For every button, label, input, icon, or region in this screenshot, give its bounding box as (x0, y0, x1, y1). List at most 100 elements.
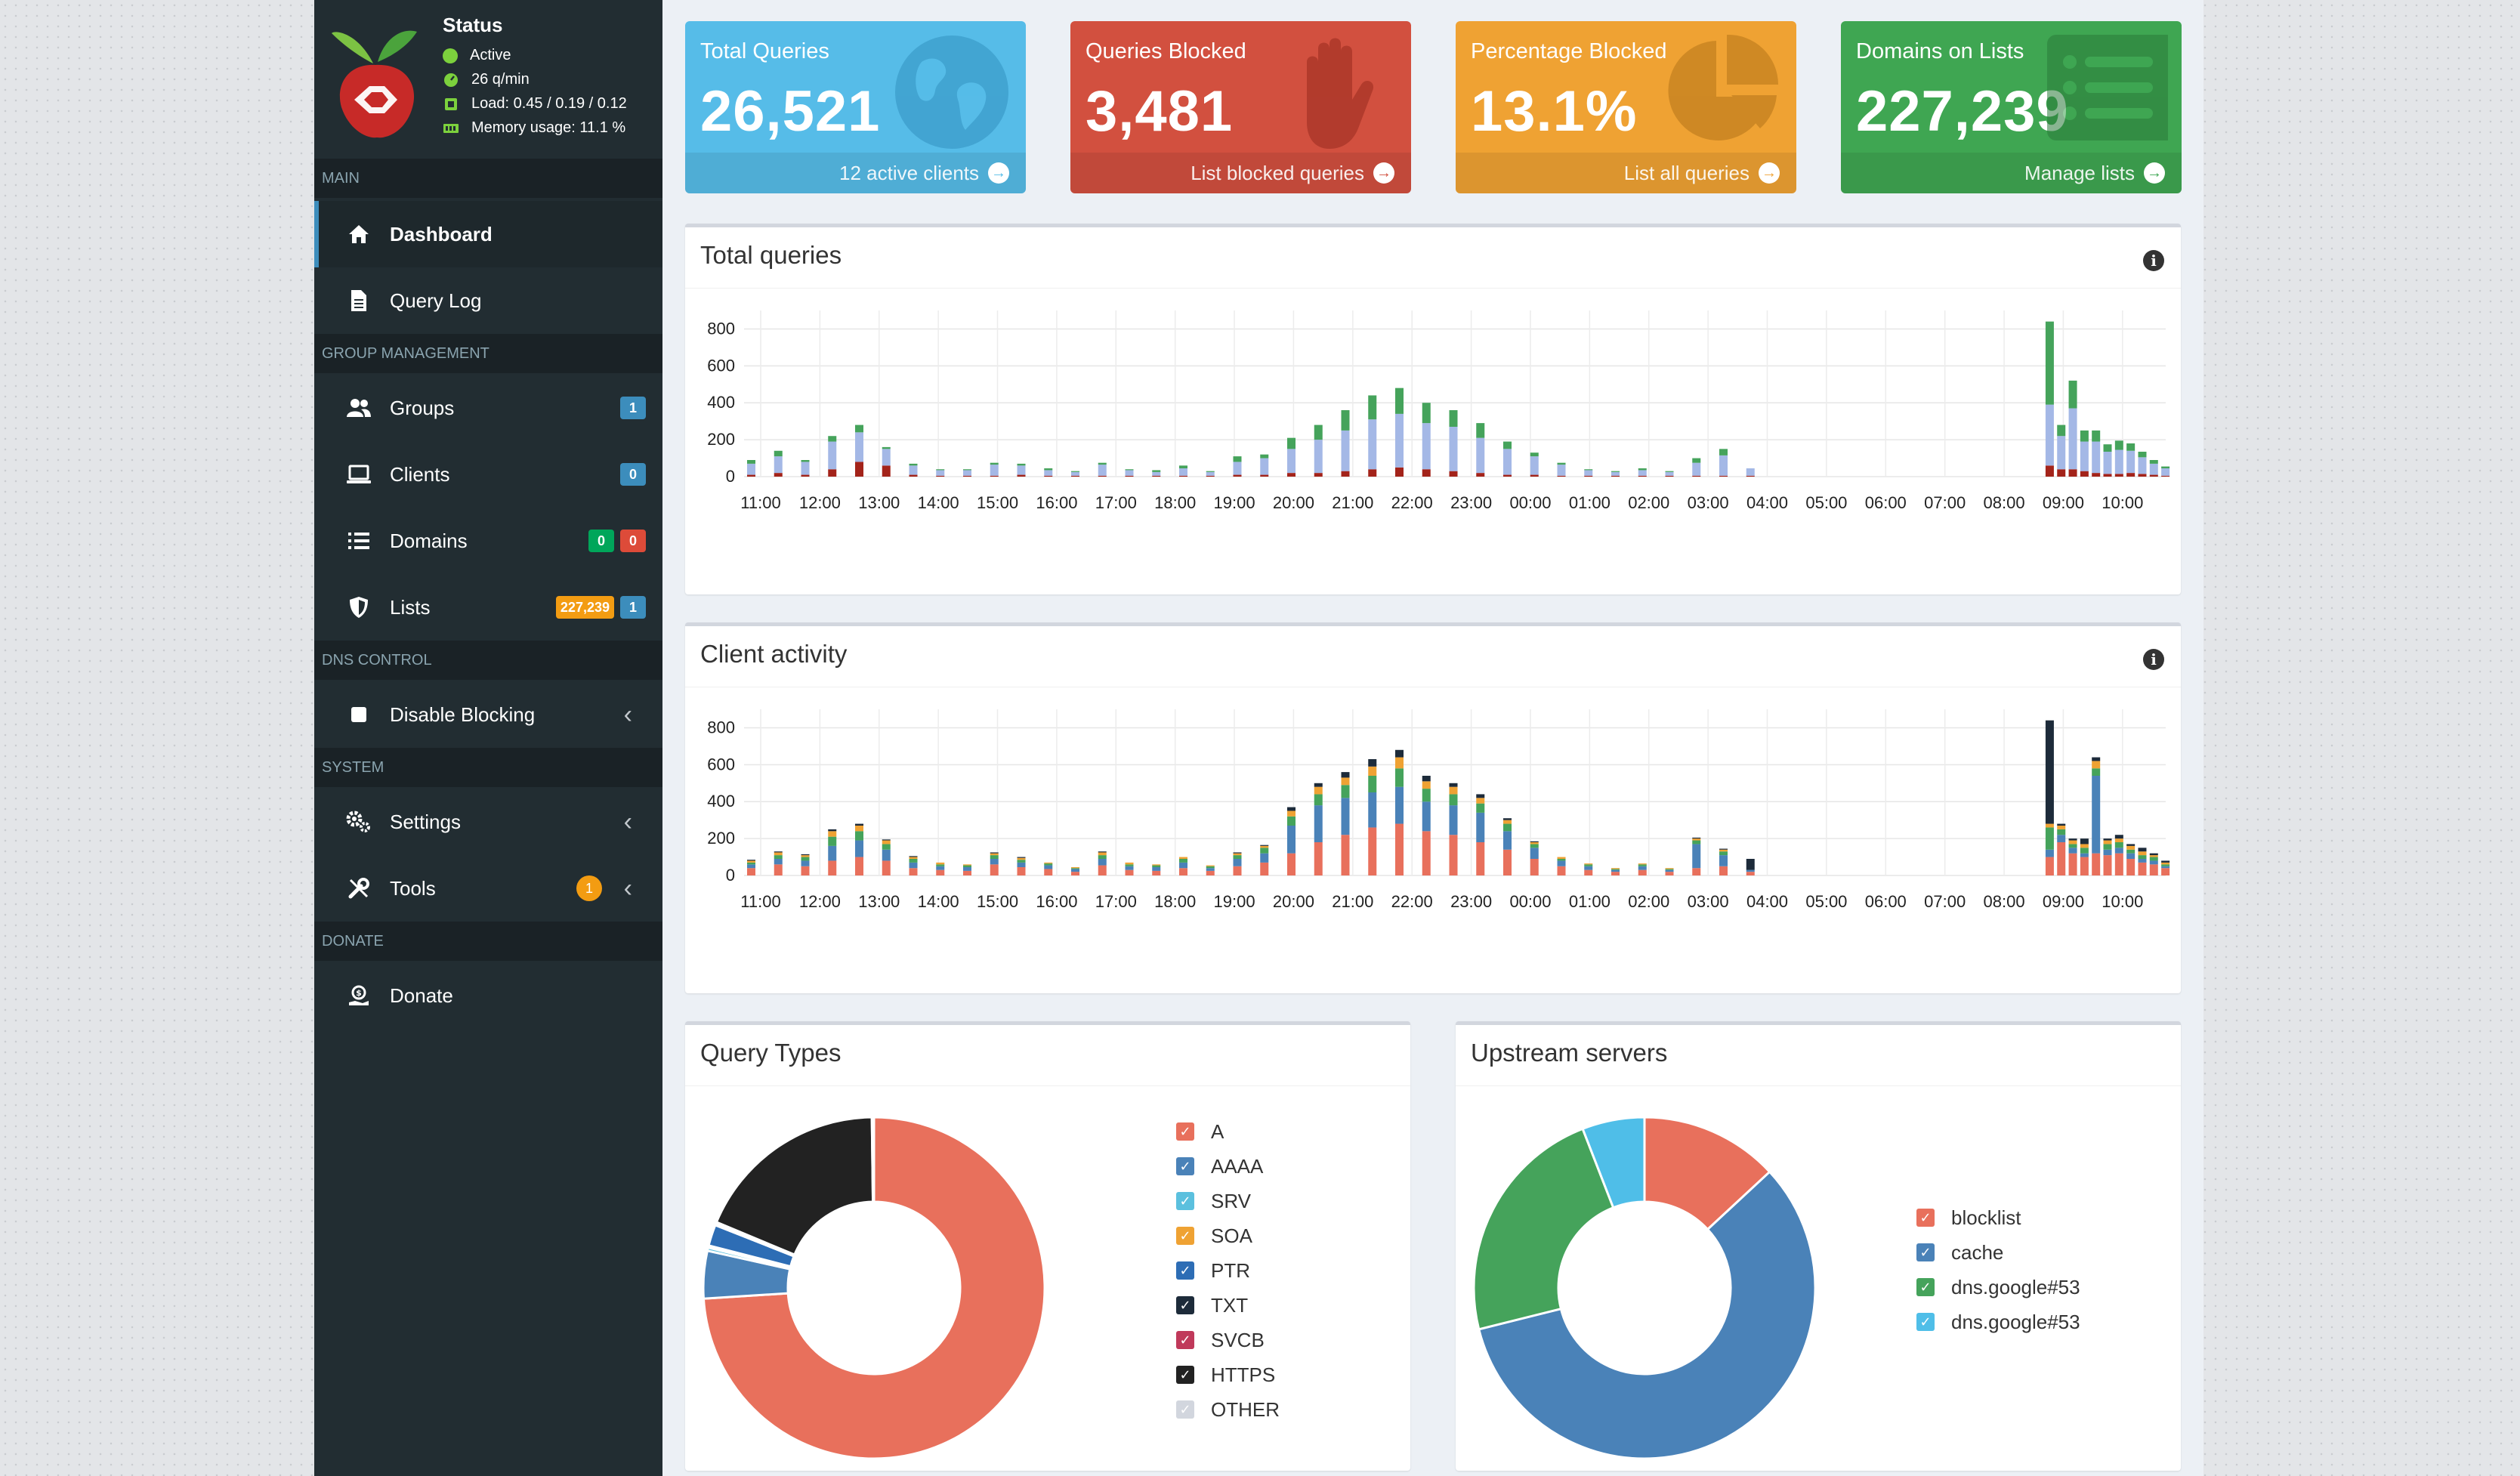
bar-segment[interactable] (1017, 463, 1026, 466)
donut-slice[interactable] (870, 1116, 876, 1203)
bar-segment[interactable] (1503, 449, 1512, 475)
checkbox-icon[interactable]: ✓ (1176, 1122, 1194, 1141)
bar-segment[interactable] (2092, 776, 2101, 854)
bar-segment[interactable] (1368, 395, 1377, 420)
bar-segment[interactable] (2092, 853, 2101, 875)
bar-segment[interactable] (774, 450, 783, 457)
bar-segment[interactable] (2126, 844, 2136, 846)
bar-segment[interactable] (909, 465, 918, 475)
bar-segment[interactable] (1044, 468, 1053, 471)
bar-segment[interactable] (1260, 848, 1269, 854)
bar-segment[interactable] (801, 474, 810, 477)
bar-segment[interactable] (1098, 465, 1107, 476)
bar-segment[interactable] (1503, 849, 1512, 875)
bar-segment[interactable] (1125, 862, 1134, 865)
bar-segment[interactable] (1476, 423, 1485, 438)
bar-segment[interactable] (1206, 471, 1215, 476)
bar-segment[interactable] (2149, 860, 2158, 865)
bar-segment[interactable] (1422, 776, 1431, 782)
bar-segment[interactable] (2138, 855, 2147, 859)
list-blocked-queries-link[interactable]: List blocked queries → (1070, 153, 1411, 193)
bar-segment[interactable] (1179, 862, 1188, 869)
legend-item[interactable]: ✓ cache (1916, 1235, 2080, 1270)
bar-segment[interactable] (774, 855, 783, 859)
checkbox-icon[interactable]: ✓ (1916, 1278, 1935, 1296)
bar-segment[interactable] (2092, 441, 2101, 474)
bar-segment[interactable] (1557, 475, 1566, 477)
bar-segment[interactable] (2149, 853, 2158, 856)
bar-segment[interactable] (2068, 408, 2077, 470)
client-activity-chart[interactable]: 0 200 400 600 800 11:00 12:00 13:00 14:00 15:00 16… (685, 694, 2181, 989)
bar-segment[interactable] (1638, 869, 1647, 875)
bar-segment[interactable] (2161, 866, 2170, 869)
bar-segment[interactable] (1611, 471, 1620, 476)
bar-segment[interactable] (2149, 460, 2158, 464)
bar-segment[interactable] (1287, 853, 1296, 875)
bar-segment[interactable] (882, 446, 891, 449)
bar-segment[interactable] (1287, 826, 1296, 854)
bar-segment[interactable] (1503, 831, 1512, 850)
bar-segment[interactable] (1152, 475, 1161, 477)
bar-segment[interactable] (1449, 471, 1458, 477)
sidebar-item-disable-blocking[interactable]: Disable Blocking ‹ (314, 681, 662, 748)
bar-segment[interactable] (1611, 471, 1620, 472)
sidebar-item-dashboard[interactable]: Dashboard (314, 201, 662, 267)
bar-segment[interactable] (828, 860, 837, 875)
bar-segment[interactable] (1314, 473, 1323, 477)
bar-segment[interactable] (1746, 872, 1755, 875)
bar-segment[interactable] (1557, 859, 1566, 861)
bar-segment[interactable] (990, 864, 999, 875)
bar-segment[interactable] (1719, 849, 1728, 852)
bar-segment[interactable] (747, 862, 755, 865)
bar-segment[interactable] (2045, 827, 2054, 850)
chevron-left-icon[interactable]: ‹ (623, 807, 632, 836)
bar-segment[interactable] (1746, 859, 1755, 870)
bar-segment[interactable] (1422, 469, 1431, 477)
bar-segment[interactable] (2057, 469, 2066, 477)
bar-segment[interactable] (1557, 465, 1566, 476)
bar-segment[interactable] (1368, 759, 1377, 767)
bar-segment[interactable] (747, 864, 755, 869)
bar-segment[interactable] (2068, 844, 2077, 848)
bar-segment[interactable] (1341, 798, 1350, 835)
bar-segment[interactable] (2045, 465, 2054, 477)
bar-segment[interactable] (2045, 720, 2054, 824)
bar-segment[interactable] (2103, 844, 2112, 850)
bar-segment[interactable] (1719, 866, 1728, 875)
checkbox-icon[interactable]: ✓ (1916, 1243, 1935, 1261)
bar-segment[interactable] (1125, 475, 1134, 477)
bar-segment[interactable] (2068, 838, 2077, 841)
bar-segment[interactable] (1044, 863, 1053, 866)
bar-segment[interactable] (1152, 870, 1161, 875)
bar-segment[interactable] (1449, 783, 1458, 787)
bar-segment[interactable] (2103, 474, 2112, 477)
bar-segment[interactable] (828, 845, 837, 861)
bar-segment[interactable] (909, 862, 918, 869)
bar-segment[interactable] (1476, 812, 1485, 842)
bar-segment[interactable] (855, 840, 864, 857)
bar-segment[interactable] (1287, 473, 1296, 477)
bar-segment[interactable] (1017, 474, 1026, 477)
total-queries-chart[interactable]: 0 200 400 600 800 11:00 12:00 13:00 14:00 15:00 16… (685, 295, 2181, 590)
bar-segment[interactable] (1584, 866, 1593, 870)
bar-segment[interactable] (1395, 768, 1404, 787)
bar-segment[interactable] (1611, 475, 1620, 477)
bar-segment[interactable] (1314, 805, 1323, 842)
bar-segment[interactable] (963, 470, 972, 476)
bar-segment[interactable] (2103, 849, 2112, 856)
bar-segment[interactable] (1530, 456, 1539, 475)
bar-segment[interactable] (1692, 462, 1701, 476)
bar-segment[interactable] (1449, 794, 1458, 806)
legend-item[interactable]: ✓ PTR (1176, 1253, 1280, 1288)
bar-segment[interactable] (2138, 848, 2147, 852)
checkbox-icon[interactable]: ✓ (1176, 1261, 1194, 1280)
bar-segment[interactable] (936, 469, 945, 471)
bar-segment[interactable] (1476, 842, 1485, 875)
bar-segment[interactable] (2161, 468, 2170, 476)
bar-segment[interactable] (1692, 840, 1701, 845)
bar-segment[interactable] (2045, 321, 2054, 405)
bar-segment[interactable] (1557, 866, 1566, 875)
bar-segment[interactable] (1719, 855, 1728, 866)
bar-segment[interactable] (2057, 842, 2066, 875)
bar-segment[interactable] (1611, 869, 1620, 872)
